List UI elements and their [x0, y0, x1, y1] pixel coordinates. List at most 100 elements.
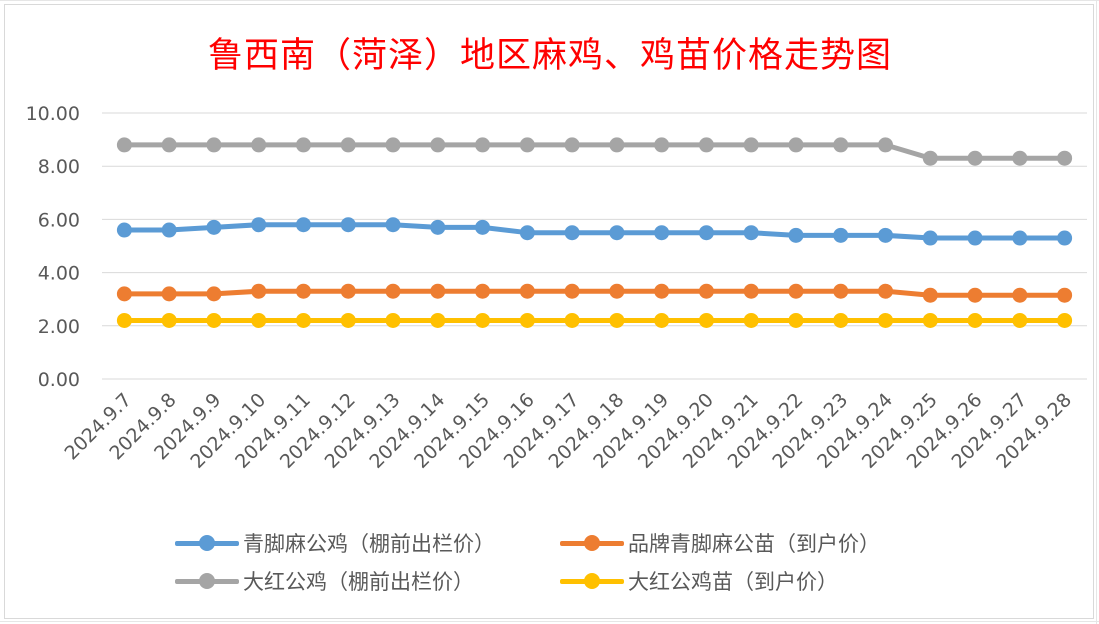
data-point: [206, 286, 222, 302]
data-point: [251, 283, 267, 299]
data-point: [116, 137, 132, 153]
data-point: [385, 217, 401, 233]
y-tick-label: 8.00: [38, 156, 80, 178]
chart-area[interactable]: 鲁西南（菏泽）地区麻鸡、鸡苗价格走势图 0.00 2.00 4.00 6.00 8.00…: [4, 4, 1094, 619]
data-point: [833, 283, 849, 299]
data-point: [1057, 312, 1073, 328]
data-point: [340, 312, 356, 328]
data-point: [609, 137, 625, 153]
data-point: [654, 283, 670, 299]
data-point: [161, 286, 177, 302]
data-point: [698, 225, 714, 241]
data-point: [519, 137, 535, 153]
data-point: [1057, 287, 1073, 303]
data-point: [430, 137, 446, 153]
data-point: [654, 312, 670, 328]
data-point: [206, 219, 222, 235]
data-point: [475, 312, 491, 328]
data-point: [206, 137, 222, 153]
data-point: [609, 312, 625, 328]
data-point: [519, 225, 535, 241]
series-1: [116, 217, 1073, 246]
data-point: [698, 137, 714, 153]
data-point: [698, 312, 714, 328]
data-point: [743, 283, 759, 299]
y-tick-label: 6.00: [38, 209, 80, 231]
data-point: [922, 230, 938, 246]
data-point: [743, 312, 759, 328]
data-point: [654, 225, 670, 241]
data-point: [251, 137, 267, 153]
series-3: [116, 137, 1073, 166]
legend-label: 品牌青脚麻公苗（到户价）: [628, 532, 880, 556]
data-point: [340, 137, 356, 153]
data-point: [833, 227, 849, 243]
legend-item: 大红公鸡苗（到户价）: [560, 567, 838, 595]
data-point: [161, 312, 177, 328]
data-point: [116, 222, 132, 238]
data-point: [206, 312, 222, 328]
data-point: [564, 312, 580, 328]
y-tick-label: 4.00: [38, 263, 80, 285]
data-point: [385, 312, 401, 328]
data-point: [430, 283, 446, 299]
data-point: [295, 217, 311, 233]
series-4: [116, 312, 1073, 328]
data-point: [116, 286, 132, 302]
data-point: [295, 137, 311, 153]
data-point: [564, 137, 580, 153]
data-point: [967, 230, 983, 246]
data-point: [1012, 312, 1028, 328]
data-point: [430, 219, 446, 235]
data-point: [878, 227, 894, 243]
data-point: [609, 225, 625, 241]
data-point: [967, 150, 983, 166]
series-line: [121, 142, 1068, 161]
legend-label: 青脚麻公鸡（棚前出栏价）: [243, 532, 495, 556]
data-point: [519, 312, 535, 328]
series-2: [116, 283, 1073, 303]
data-point: [564, 283, 580, 299]
data-point: [475, 219, 491, 235]
data-point: [698, 283, 714, 299]
series-line: [121, 288, 1068, 298]
data-point: [251, 217, 267, 233]
data-point: [295, 283, 311, 299]
data-point: [475, 283, 491, 299]
data-point: [251, 312, 267, 328]
plot-area: 0.002.004.006.008.0010.002024.9.72024.9.…: [26, 103, 1087, 473]
data-point: [922, 150, 938, 166]
legend-item: 青脚麻公鸡（棚前出栏价）: [175, 529, 495, 557]
data-point: [788, 283, 804, 299]
data-point: [654, 137, 670, 153]
data-point: [788, 227, 804, 243]
chart-title: 鲁西南（菏泽）地区麻鸡、鸡苗价格走势图: [207, 36, 892, 76]
data-point: [878, 312, 894, 328]
data-point: [116, 312, 132, 328]
legend-label: 大红公鸡苗（到户价）: [628, 570, 838, 594]
y-tick-label: 10.00: [26, 103, 80, 125]
data-point: [922, 312, 938, 328]
data-point: [788, 137, 804, 153]
data-point: [743, 225, 759, 241]
data-point: [1057, 150, 1073, 166]
data-point: [430, 312, 446, 328]
y-tick-label: 0.00: [38, 369, 80, 391]
data-point: [1012, 150, 1028, 166]
data-point: [878, 283, 894, 299]
data-point: [743, 137, 759, 153]
data-point: [340, 283, 356, 299]
data-point: [385, 137, 401, 153]
legend-marker: [560, 567, 624, 595]
data-point: [161, 222, 177, 238]
legend-marker: [175, 567, 239, 595]
data-point: [161, 137, 177, 153]
data-point: [385, 283, 401, 299]
data-point: [340, 217, 356, 233]
legend-marker: [175, 529, 239, 557]
data-point: [833, 137, 849, 153]
data-point: [878, 137, 894, 153]
data-point: [1012, 287, 1028, 303]
data-point: [609, 283, 625, 299]
